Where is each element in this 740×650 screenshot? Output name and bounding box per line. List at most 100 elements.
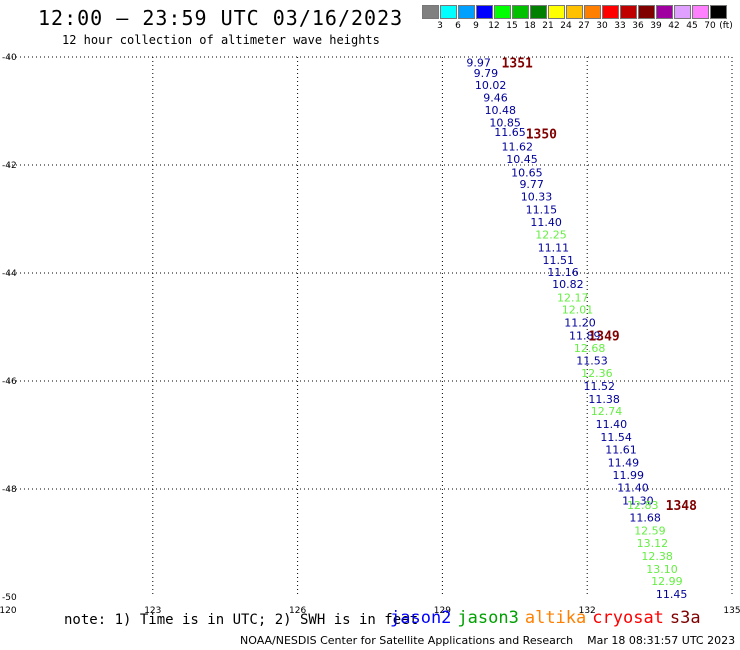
scale-swatch [602, 5, 619, 19]
scale-swatch [638, 5, 655, 19]
y-tick-label: -44 [2, 269, 17, 279]
swh-value-label: 12.99 [651, 575, 683, 588]
swh-value-label: 11.40 [617, 481, 649, 494]
scale-label: 18 [524, 21, 536, 31]
swh-value-label: 9.79 [474, 67, 499, 80]
scale-swatch [710, 5, 727, 19]
scale-swatch [584, 5, 601, 19]
legend-jason2: jason2 [390, 608, 452, 628]
scale-swatch [458, 5, 475, 19]
swh-value-label: 12.74 [591, 405, 623, 418]
swh-value-label: 10.33 [521, 190, 553, 203]
swh-value-label: 11.45 [656, 588, 688, 601]
satellite-legend: jason2 jason3 altika cryosat s3a [390, 608, 707, 628]
legend-jason3: jason3 [457, 608, 519, 628]
swh-value-label: 11.52 [584, 380, 616, 393]
swh-value-label: 10.45 [506, 153, 538, 166]
swh-value-label: 11.38 [588, 393, 620, 406]
legend-cryosat: cryosat [592, 608, 664, 628]
scale-swatch [512, 5, 529, 19]
scale-swatch [476, 5, 493, 19]
swh-value-label: 11.51 [542, 254, 574, 267]
swh-value-label: 10.82 [552, 278, 584, 291]
swh-value-label: 11.53 [576, 354, 608, 367]
scale-label: 30 [596, 21, 608, 31]
scale-label: 3 [437, 21, 443, 31]
pass-time-label: 1349 [588, 330, 619, 345]
swh-value-label: 11.49 [608, 457, 640, 470]
swh-value-label: 11.16 [547, 266, 579, 279]
swh-value-label: 12.01 [562, 304, 594, 317]
swh-value-label: 11.62 [501, 141, 533, 154]
scale-swatch [548, 5, 565, 19]
scale-label: 24 [560, 21, 572, 31]
y-tick-label: -48 [2, 485, 17, 495]
swh-value-label: 12.38 [641, 550, 673, 563]
swh-value-label: 11.99 [612, 469, 644, 482]
swh-value-label: 13.10 [646, 563, 678, 576]
swh-value-label: 11.15 [526, 203, 558, 216]
scale-swatch [440, 5, 457, 19]
swh-value-label: 10.02 [475, 79, 507, 92]
scale-label: 36 [632, 21, 644, 31]
swh-value-label: 11.61 [605, 444, 637, 457]
y-tick-label: -42 [2, 161, 17, 171]
x-tick-label: 120 [0, 606, 17, 616]
pass-time-label: 1348 [666, 499, 697, 514]
scale-label: 45 [686, 21, 698, 31]
scale-label: 33 [614, 21, 626, 31]
swh-value-label: 11.65 [494, 126, 526, 139]
y-tick-label: -40 [2, 53, 17, 63]
scale-swatch [620, 5, 637, 19]
scale-label: 6 [455, 21, 461, 31]
swh-value-label: 11.40 [530, 216, 562, 229]
scale-label: 42 [668, 21, 680, 31]
y-tick-label: -50 [2, 593, 17, 603]
swh-value-label: 11.89 [569, 330, 601, 343]
scale-swatch [656, 5, 673, 19]
scale-label: 15 [506, 21, 518, 31]
x-tick-label: 126 [289, 606, 306, 616]
swh-value-label: 11.68 [629, 512, 661, 525]
units-note: note: 1) Time is in UTC; 2) SWH is in fe… [64, 612, 419, 628]
pass-time-label: 1351 [502, 56, 533, 71]
swh-value-label: 10.65 [511, 167, 543, 180]
scale-label: 21 [542, 21, 554, 31]
legend-altika: altika [524, 608, 587, 628]
swh-value-label: 12.36 [581, 367, 613, 380]
chart-subtitle: 12 hour collection of altimeter wave hei… [62, 33, 380, 47]
scale-swatch [674, 5, 691, 19]
swh-value-label: 12.25 [535, 229, 567, 242]
scale-swatch [494, 5, 511, 19]
x-tick-label: 132 [579, 606, 596, 616]
chart-title: 12:00 – 23:59 UTC 03/16/2023 [38, 6, 404, 30]
scale-swatch [566, 5, 583, 19]
y-tick-label: -46 [2, 377, 17, 387]
swh-value-label: 10.48 [485, 104, 517, 117]
credit-text: NOAA/NESDIS Center for Satellite Applica… [240, 634, 574, 647]
swh-value-label: 9.77 [519, 178, 544, 191]
legend-s3a: s3a [669, 608, 701, 628]
scale-swatch [530, 5, 547, 19]
swh-value-label: 12.68 [574, 342, 606, 355]
swh-value-label: 9.97 [466, 56, 491, 69]
scale-label: 9 [473, 21, 479, 31]
swh-value-label: 11.30 [622, 494, 654, 507]
swh-value-label: 12.17 [557, 291, 589, 304]
swh-value-label: 12.83 [627, 499, 659, 512]
swh-value-label: 11.40 [596, 418, 628, 431]
swh-value-label: 11.11 [538, 242, 570, 255]
footer-credit: NOAA/NESDIS Center for Satellite Applica… [240, 634, 735, 647]
scale-swatch [422, 5, 439, 19]
x-tick-label: 135 [723, 606, 740, 616]
swh-value-label: 9.46 [483, 92, 508, 105]
swh-value-label: 11.20 [564, 317, 596, 330]
swh-value-label: 13.12 [637, 537, 669, 550]
swh-value-label: 12.59 [634, 525, 666, 538]
x-tick-label: 129 [434, 606, 451, 616]
swh-value-label: 11.54 [600, 431, 632, 444]
scale-label: 12 [488, 21, 500, 31]
generated-timestamp: Mar 18 08:31:57 UTC 2023 [587, 634, 736, 647]
pass-time-label: 1350 [526, 128, 557, 143]
